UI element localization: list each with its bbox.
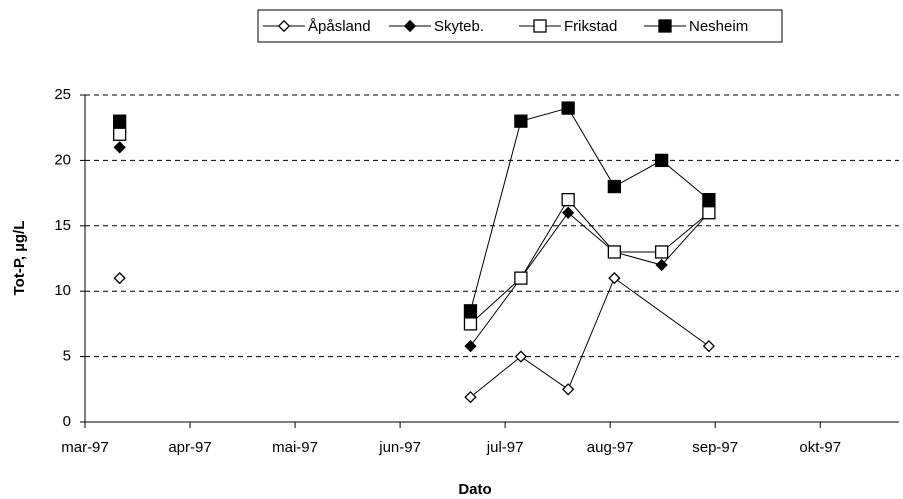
marker (607, 179, 622, 194)
marker (113, 127, 127, 141)
y-tick-label: 20 (54, 151, 71, 168)
marker (702, 206, 716, 220)
series-line (470, 198, 710, 325)
series-line (469, 107, 710, 311)
x-tick-label: mai-97 (272, 439, 318, 456)
marker (463, 304, 478, 318)
marker (654, 245, 669, 259)
marker (607, 245, 622, 259)
marker (608, 271, 621, 285)
marker (562, 383, 575, 396)
y-tick-label: 0 (63, 413, 71, 430)
y-tick-label: 5 (63, 348, 71, 365)
series-line (470, 211, 710, 347)
x-tick-label: aug-97 (587, 439, 634, 456)
x-tick-label: apr-97 (168, 439, 211, 456)
marker (561, 192, 575, 207)
series-line (470, 277, 710, 398)
marker (514, 271, 528, 285)
marker (655, 258, 668, 272)
y-axis-label: Tot-P, µg/L (11, 221, 28, 296)
y-tick-label: 10 (54, 282, 71, 299)
x-tick-label: mar-97 (61, 439, 109, 456)
marker (113, 271, 126, 285)
legend-label: Frikstad (564, 18, 617, 35)
marker (464, 391, 477, 404)
x-axis-label: Dato (458, 481, 491, 498)
x-tick-label: sep-97 (692, 439, 738, 456)
marker (464, 339, 477, 353)
marker (514, 114, 528, 128)
marker (562, 206, 575, 219)
marker (561, 101, 575, 115)
legend-marker (403, 19, 417, 33)
marker (514, 350, 528, 363)
legend-label: Nesheim (689, 18, 748, 35)
y-tick-label: 15 (54, 217, 71, 234)
x-tick-label: okt-97 (799, 439, 841, 456)
legend-label: Skyteb. (434, 18, 484, 35)
y-tick-label: 25 (54, 86, 71, 103)
x-tick-label: jul-97 (486, 439, 524, 456)
x-tick-label: jun-97 (378, 439, 421, 456)
legend-marker (658, 19, 672, 33)
marker (702, 192, 716, 207)
marker (113, 141, 126, 154)
legend-marker (277, 19, 291, 33)
marker (113, 114, 127, 128)
legend-label: Åpåsland (308, 18, 371, 35)
marker (702, 339, 716, 353)
marker (654, 153, 669, 168)
marker (463, 317, 478, 331)
legend-marker (533, 19, 547, 33)
